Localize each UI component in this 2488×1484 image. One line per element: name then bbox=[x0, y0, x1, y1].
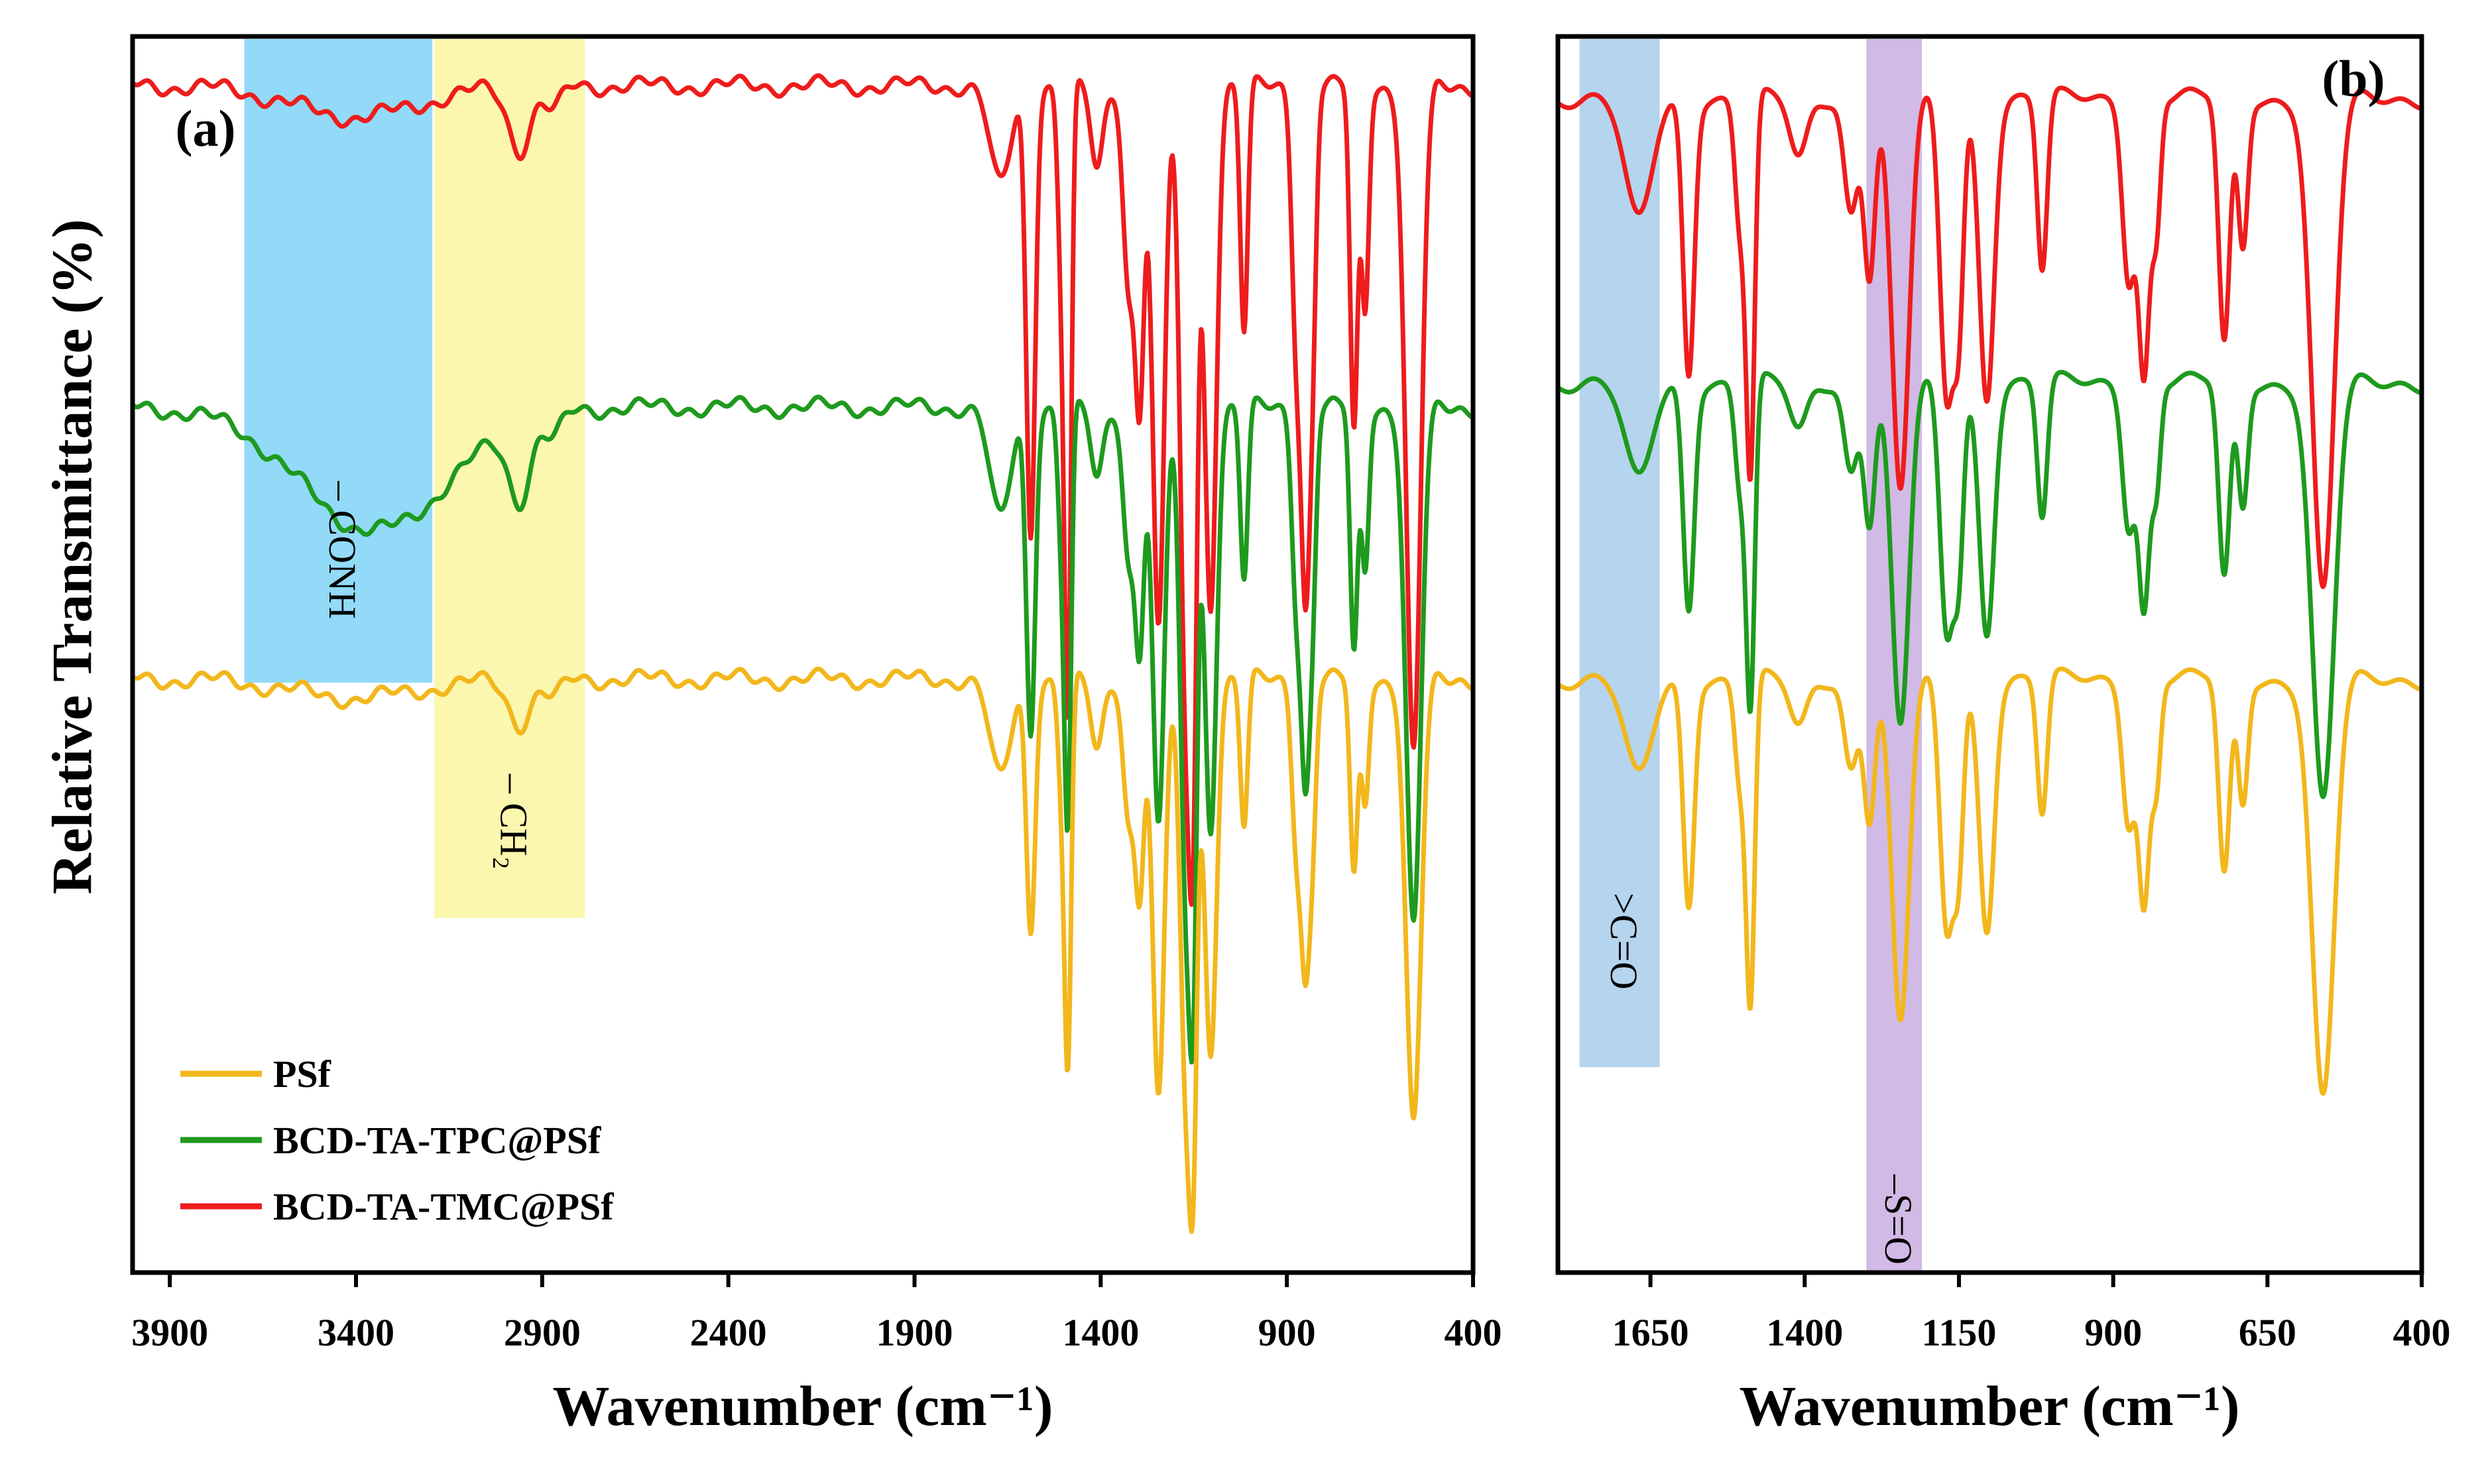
series-line-bcd-ta-tpc-psf bbox=[1556, 370, 2424, 799]
series-line-psf bbox=[131, 666, 1475, 1234]
plot-frame bbox=[1555, 34, 2424, 1275]
x-axis-title: Wavenumber (cm⁻¹) bbox=[1739, 1374, 2239, 1438]
band-label: –S=O bbox=[1877, 1174, 1920, 1265]
x-tick-label: 2400 bbox=[690, 1311, 767, 1354]
y-axis-title: Relative Transmittance (%) bbox=[40, 219, 104, 894]
x-tick-label: 400 bbox=[2393, 1311, 2451, 1354]
x-tick-label: 1400 bbox=[1766, 1311, 1843, 1354]
panel-b: >C=O –S=O 1650 1400 1150 900 650 400 Wavenumber … bbox=[1555, 34, 2451, 1438]
x-tick-label: 3400 bbox=[318, 1311, 394, 1354]
x-tick-label: 1650 bbox=[1612, 1311, 1689, 1354]
conh-band bbox=[244, 39, 433, 683]
legend-entry: BCD-TA-TMC@PSf bbox=[273, 1185, 614, 1228]
x-axis-title: Wavenumber (cm⁻¹) bbox=[552, 1374, 1053, 1438]
series-line-bcd-ta-tmc-psf bbox=[131, 73, 1475, 907]
panel-label: (a) bbox=[176, 99, 236, 157]
panel-a: – CONH – CH₂ 3900 3400 2900 2400 1900 1400 900 40… bbox=[130, 34, 1502, 1438]
x-tick-label: 650 bbox=[2239, 1311, 2296, 1354]
legend: PSf BCD-TA-TPC@PSf BCD-TA-TMC@PSf bbox=[180, 1053, 614, 1228]
x-tick-label: 1400 bbox=[1062, 1311, 1139, 1354]
c-o-band bbox=[1579, 39, 1660, 1067]
band-label: – CONH bbox=[321, 481, 364, 619]
legend-entry: PSf bbox=[273, 1053, 331, 1096]
band-label: >C=O bbox=[1602, 893, 1645, 990]
series-line-psf bbox=[1556, 666, 2424, 1096]
x-tick-label: 900 bbox=[2084, 1311, 2142, 1354]
x-tick-label: 400 bbox=[1445, 1311, 1502, 1354]
x-tick-label: 1150 bbox=[1922, 1311, 1997, 1354]
panel-label: (b) bbox=[2322, 50, 2385, 107]
x-tick-label: 900 bbox=[1258, 1311, 1316, 1354]
x-tick-label: 2900 bbox=[504, 1311, 581, 1354]
x-tick-label: 3900 bbox=[131, 1311, 208, 1354]
plot-frame bbox=[130, 34, 1476, 1275]
series-line-bcd-ta-tmc-psf bbox=[1556, 86, 2424, 589]
band-label: – CH₂ bbox=[492, 773, 535, 870]
x-tick-label: 1900 bbox=[876, 1311, 953, 1354]
legend-entry: BCD-TA-TPC@PSf bbox=[273, 1119, 601, 1162]
series-line-bcd-ta-tpc-psf bbox=[131, 394, 1475, 1065]
